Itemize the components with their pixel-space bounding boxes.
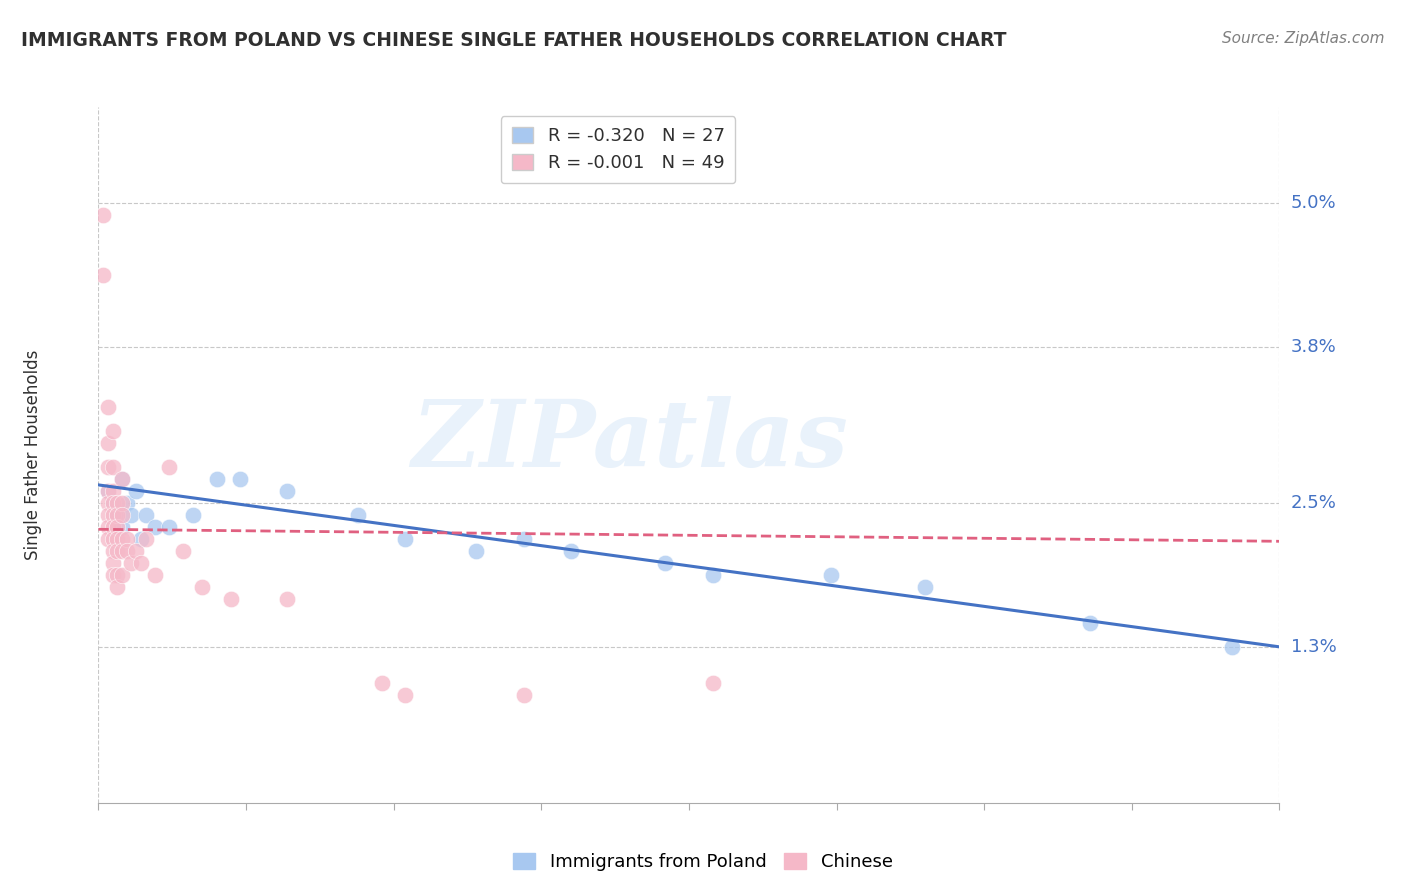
Point <box>157 520 180 534</box>
Legend: Immigrants from Poland, Chinese: Immigrants from Poland, Chinese <box>506 846 900 879</box>
Point <box>105 508 128 522</box>
Point <box>560 544 582 558</box>
Point <box>1080 615 1102 630</box>
Point <box>394 688 416 702</box>
Point <box>820 567 842 582</box>
Point <box>101 567 124 582</box>
Point <box>115 496 138 510</box>
Point <box>101 532 124 546</box>
Text: 3.8%: 3.8% <box>1291 338 1336 356</box>
Point <box>135 508 157 522</box>
Point <box>121 556 143 570</box>
Point <box>276 591 298 606</box>
Point <box>125 544 148 558</box>
Point <box>143 520 166 534</box>
Point <box>465 544 488 558</box>
Point <box>105 532 128 546</box>
Point <box>702 567 724 582</box>
Point <box>111 520 134 534</box>
Point <box>125 483 148 498</box>
Point <box>101 520 124 534</box>
Point <box>143 567 166 582</box>
Point <box>111 472 134 486</box>
Text: 2.5%: 2.5% <box>1291 494 1337 512</box>
Point <box>512 532 534 546</box>
Point <box>101 459 124 474</box>
Point <box>97 508 120 522</box>
Text: 5.0%: 5.0% <box>1291 194 1336 212</box>
Point <box>135 532 157 546</box>
Point <box>97 483 120 498</box>
Point <box>101 496 124 510</box>
Point <box>101 544 124 558</box>
Point <box>101 556 124 570</box>
Point <box>121 508 143 522</box>
Point <box>91 268 114 282</box>
Point <box>347 508 370 522</box>
Point <box>191 580 214 594</box>
Text: ZIPatlas: ZIPatlas <box>412 396 848 486</box>
Point <box>172 544 194 558</box>
Point <box>91 208 114 222</box>
Point <box>702 676 724 690</box>
Point <box>157 459 180 474</box>
Point <box>101 424 124 438</box>
Text: Single Father Households: Single Father Households <box>24 350 42 560</box>
Point <box>394 532 416 546</box>
Point <box>97 400 120 414</box>
Point <box>101 496 124 510</box>
Point <box>97 532 120 546</box>
Point <box>219 591 242 606</box>
Point <box>654 556 676 570</box>
Point <box>97 483 120 498</box>
Point <box>111 544 134 558</box>
Point <box>181 508 204 522</box>
Point <box>205 472 228 486</box>
Point <box>101 483 124 498</box>
Point <box>276 483 298 498</box>
Point <box>371 676 394 690</box>
Point <box>512 688 534 702</box>
Point <box>129 532 152 546</box>
Point <box>97 496 120 510</box>
Point <box>229 472 252 486</box>
Text: IMMIGRANTS FROM POLAND VS CHINESE SINGLE FATHER HOUSEHOLDS CORRELATION CHART: IMMIGRANTS FROM POLAND VS CHINESE SINGLE… <box>21 31 1007 50</box>
Point <box>111 567 134 582</box>
Point <box>129 556 152 570</box>
Point <box>105 544 128 558</box>
Point <box>97 436 120 450</box>
Point <box>111 508 134 522</box>
Point <box>105 580 128 594</box>
Text: Source: ZipAtlas.com: Source: ZipAtlas.com <box>1222 31 1385 46</box>
Point <box>105 520 128 534</box>
Point <box>914 580 936 594</box>
Point <box>97 520 120 534</box>
Point <box>115 532 138 546</box>
Point <box>1220 640 1243 654</box>
Point <box>97 459 120 474</box>
Point <box>111 532 134 546</box>
Text: 1.3%: 1.3% <box>1291 638 1336 656</box>
Legend: R = -0.320   N = 27, R = -0.001   N = 49: R = -0.320 N = 27, R = -0.001 N = 49 <box>501 116 735 183</box>
Point <box>105 508 128 522</box>
Point <box>111 472 134 486</box>
Point <box>101 508 124 522</box>
Point <box>105 567 128 582</box>
Point <box>105 496 128 510</box>
Point <box>115 544 138 558</box>
Point <box>111 496 134 510</box>
